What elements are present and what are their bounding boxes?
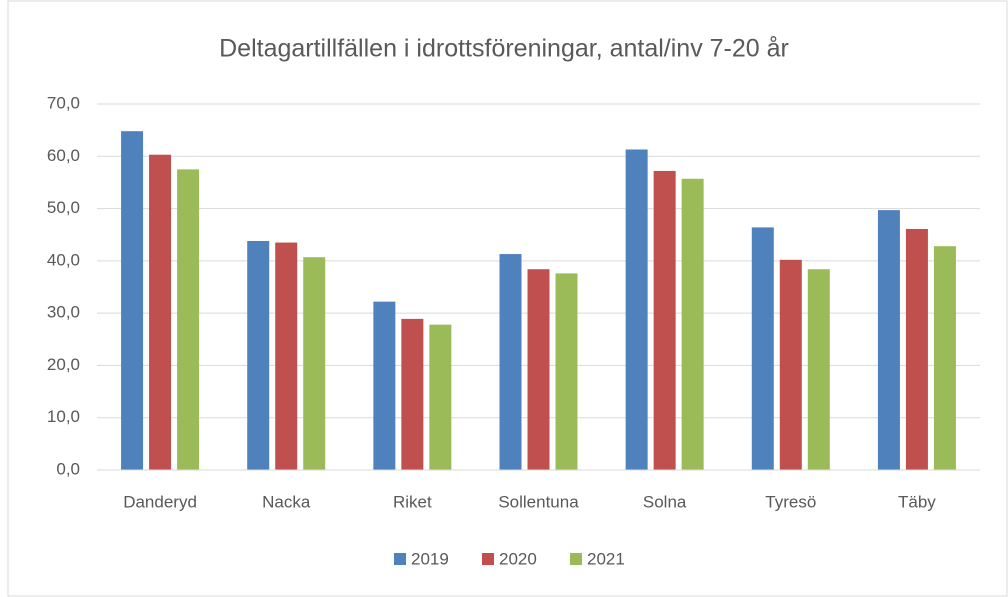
y-tick-label: 30,0: [47, 303, 80, 322]
y-tick-label: 70,0: [47, 93, 80, 112]
bar: [401, 318, 424, 470]
bar: [555, 273, 578, 470]
bar: [877, 210, 900, 470]
legend-swatch: [482, 553, 494, 565]
legend-label: 2020: [499, 549, 537, 568]
bar: [527, 269, 550, 470]
bar: [681, 178, 704, 471]
x-tick-label: Tyresö: [765, 492, 816, 511]
x-tick-label: Danderyd: [123, 492, 197, 511]
legend-label: 2021: [587, 549, 625, 568]
bar: [807, 269, 830, 470]
x-tick-label: Täby: [898, 492, 936, 511]
bar: [625, 149, 648, 470]
legend-swatch: [570, 553, 582, 565]
legend-swatch: [394, 553, 406, 565]
y-tick-label: 10,0: [47, 407, 80, 426]
legend-label: 2019: [411, 549, 449, 568]
bar: [653, 170, 676, 470]
bar: [751, 227, 774, 470]
bar: [247, 240, 270, 470]
bar: [275, 242, 298, 470]
bar: [499, 254, 522, 470]
x-tick-label: Solna: [643, 492, 687, 511]
bar: [303, 257, 326, 470]
y-tick-label: 50,0: [47, 198, 80, 217]
bar: [177, 169, 200, 470]
x-tick-label: Sollentuna: [498, 492, 579, 511]
y-tick-label: 20,0: [47, 355, 80, 374]
bar: [905, 228, 928, 470]
x-tick-label: Nacka: [262, 492, 311, 511]
bar: [121, 131, 144, 470]
y-tick-label: 60,0: [47, 146, 80, 165]
bar: [933, 246, 956, 470]
bar: [373, 301, 396, 470]
x-tick-label: Riket: [393, 492, 432, 511]
bar: [149, 154, 172, 470]
bar: [779, 259, 802, 470]
y-tick-label: 40,0: [47, 250, 80, 269]
bar: [429, 324, 452, 470]
y-tick-label: 0,0: [56, 459, 80, 478]
chart-title: Deltagartillfällen i idrottsföreningar, …: [219, 35, 789, 63]
